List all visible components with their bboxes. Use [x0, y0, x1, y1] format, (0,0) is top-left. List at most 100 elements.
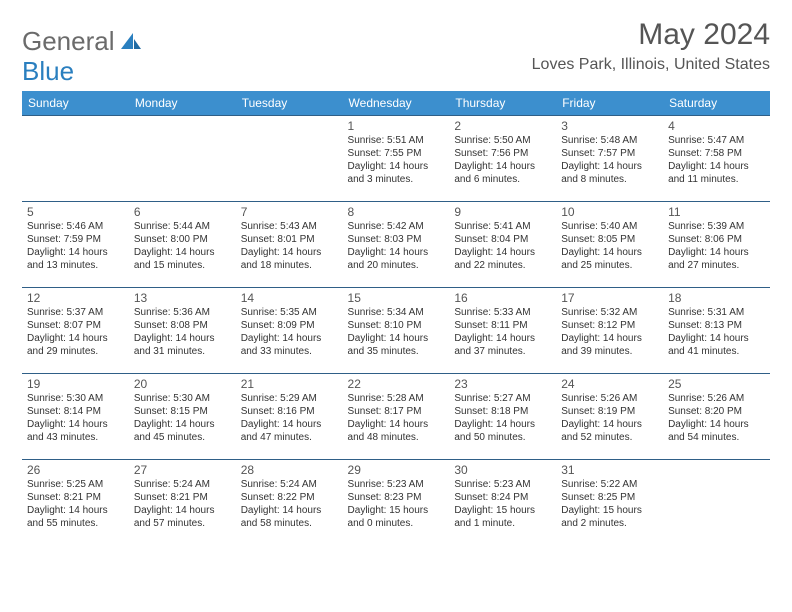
sunrise-line: Sunrise: 5:50 AM [454, 135, 551, 148]
sunrise-line: Sunrise: 5:22 AM [561, 479, 658, 492]
day-cell-7: 7Sunrise: 5:43 AMSunset: 8:01 PMDaylight… [236, 202, 343, 288]
sunset-line: Sunset: 8:07 PM [27, 320, 124, 333]
sunrise-line: Sunrise: 5:28 AM [348, 393, 445, 406]
sunset-line: Sunset: 8:19 PM [561, 406, 658, 419]
sunrise-line: Sunrise: 5:43 AM [241, 221, 338, 234]
sunrise-line: Sunrise: 5:39 AM [668, 221, 765, 234]
day-number: 31 [561, 463, 658, 478]
calendar-table: SundayMondayTuesdayWednesdayThursdayFrid… [22, 91, 770, 546]
sunrise-line: Sunrise: 5:51 AM [348, 135, 445, 148]
daylight-line: Daylight: 14 hours and 31 minutes. [134, 333, 231, 359]
daylight-line: Daylight: 14 hours and 37 minutes. [454, 333, 551, 359]
day-cell-30: 30Sunrise: 5:23 AMSunset: 8:24 PMDayligh… [449, 460, 556, 546]
sunset-line: Sunset: 8:18 PM [454, 406, 551, 419]
daylight-line: Daylight: 14 hours and 48 minutes. [348, 419, 445, 445]
sunrise-line: Sunrise: 5:31 AM [668, 307, 765, 320]
sunrise-line: Sunrise: 5:29 AM [241, 393, 338, 406]
daylight-line: Daylight: 14 hours and 20 minutes. [348, 247, 445, 273]
dayheader-tuesday: Tuesday [236, 91, 343, 116]
day-number: 27 [134, 463, 231, 478]
day-number: 9 [454, 205, 551, 220]
day-cell-17: 17Sunrise: 5:32 AMSunset: 8:12 PMDayligh… [556, 288, 663, 374]
sunset-line: Sunset: 8:11 PM [454, 320, 551, 333]
day-number: 19 [27, 377, 124, 392]
day-number: 17 [561, 291, 658, 306]
day-cell-29: 29Sunrise: 5:23 AMSunset: 8:23 PMDayligh… [343, 460, 450, 546]
day-number: 18 [668, 291, 765, 306]
sunrise-line: Sunrise: 5:44 AM [134, 221, 231, 234]
day-number: 5 [27, 205, 124, 220]
day-cell-14: 14Sunrise: 5:35 AMSunset: 8:09 PMDayligh… [236, 288, 343, 374]
day-number: 12 [27, 291, 124, 306]
day-cell-10: 10Sunrise: 5:40 AMSunset: 8:05 PMDayligh… [556, 202, 663, 288]
sunrise-line: Sunrise: 5:26 AM [668, 393, 765, 406]
empty-cell [22, 116, 129, 202]
dayheader-monday: Monday [129, 91, 236, 116]
sunrise-line: Sunrise: 5:33 AM [454, 307, 551, 320]
sunset-line: Sunset: 7:55 PM [348, 148, 445, 161]
logo-text-b: Blue [22, 56, 770, 87]
daylight-line: Daylight: 15 hours and 2 minutes. [561, 505, 658, 531]
day-number: 20 [134, 377, 231, 392]
sunset-line: Sunset: 7:56 PM [454, 148, 551, 161]
dayheader-wednesday: Wednesday [343, 91, 450, 116]
sunset-line: Sunset: 8:25 PM [561, 492, 658, 505]
sunset-line: Sunset: 8:17 PM [348, 406, 445, 419]
daylight-line: Daylight: 14 hours and 22 minutes. [454, 247, 551, 273]
daylight-line: Daylight: 14 hours and 58 minutes. [241, 505, 338, 531]
day-cell-12: 12Sunrise: 5:37 AMSunset: 8:07 PMDayligh… [22, 288, 129, 374]
logo: General [22, 18, 143, 57]
sunset-line: Sunset: 8:24 PM [454, 492, 551, 505]
sunrise-line: Sunrise: 5:23 AM [348, 479, 445, 492]
sunrise-line: Sunrise: 5:37 AM [27, 307, 124, 320]
sunset-line: Sunset: 8:15 PM [134, 406, 231, 419]
daylight-line: Daylight: 15 hours and 0 minutes. [348, 505, 445, 531]
dayheader-sunday: Sunday [22, 91, 129, 116]
day-cell-21: 21Sunrise: 5:29 AMSunset: 8:16 PMDayligh… [236, 374, 343, 460]
sunrise-line: Sunrise: 5:30 AM [27, 393, 124, 406]
daylight-line: Daylight: 14 hours and 27 minutes. [668, 247, 765, 273]
sunrise-line: Sunrise: 5:30 AM [134, 393, 231, 406]
sunrise-line: Sunrise: 5:27 AM [454, 393, 551, 406]
empty-cell [236, 116, 343, 202]
sunrise-line: Sunrise: 5:36 AM [134, 307, 231, 320]
daylight-line: Daylight: 14 hours and 3 minutes. [348, 161, 445, 187]
daylight-line: Daylight: 14 hours and 45 minutes. [134, 419, 231, 445]
empty-cell [129, 116, 236, 202]
empty-cell [663, 460, 770, 546]
day-cell-1: 1Sunrise: 5:51 AMSunset: 7:55 PMDaylight… [343, 116, 450, 202]
sunrise-line: Sunrise: 5:25 AM [27, 479, 124, 492]
day-number: 25 [668, 377, 765, 392]
daylight-line: Daylight: 14 hours and 57 minutes. [134, 505, 231, 531]
day-cell-11: 11Sunrise: 5:39 AMSunset: 8:06 PMDayligh… [663, 202, 770, 288]
sunrise-line: Sunrise: 5:40 AM [561, 221, 658, 234]
daylight-line: Daylight: 14 hours and 18 minutes. [241, 247, 338, 273]
day-number: 1 [348, 119, 445, 134]
sunset-line: Sunset: 8:12 PM [561, 320, 658, 333]
day-number: 23 [454, 377, 551, 392]
daylight-line: Daylight: 14 hours and 39 minutes. [561, 333, 658, 359]
dayheader-saturday: Saturday [663, 91, 770, 116]
daylight-line: Daylight: 14 hours and 35 minutes. [348, 333, 445, 359]
sunset-line: Sunset: 8:08 PM [134, 320, 231, 333]
sunset-line: Sunset: 8:03 PM [348, 234, 445, 247]
day-number: 3 [561, 119, 658, 134]
daylight-line: Daylight: 14 hours and 43 minutes. [27, 419, 124, 445]
daylight-line: Daylight: 14 hours and 41 minutes. [668, 333, 765, 359]
sunset-line: Sunset: 8:10 PM [348, 320, 445, 333]
sunset-line: Sunset: 8:22 PM [241, 492, 338, 505]
day-number: 22 [348, 377, 445, 392]
day-cell-22: 22Sunrise: 5:28 AMSunset: 8:17 PMDayligh… [343, 374, 450, 460]
day-cell-28: 28Sunrise: 5:24 AMSunset: 8:22 PMDayligh… [236, 460, 343, 546]
day-number: 21 [241, 377, 338, 392]
sunset-line: Sunset: 8:13 PM [668, 320, 765, 333]
daylight-line: Daylight: 14 hours and 6 minutes. [454, 161, 551, 187]
daylight-line: Daylight: 14 hours and 13 minutes. [27, 247, 124, 273]
daylight-line: Daylight: 14 hours and 47 minutes. [241, 419, 338, 445]
day-number: 11 [668, 205, 765, 220]
sunset-line: Sunset: 8:05 PM [561, 234, 658, 247]
sunrise-line: Sunrise: 5:48 AM [561, 135, 658, 148]
sunrise-line: Sunrise: 5:24 AM [134, 479, 231, 492]
day-cell-5: 5Sunrise: 5:46 AMSunset: 7:59 PMDaylight… [22, 202, 129, 288]
day-number: 28 [241, 463, 338, 478]
